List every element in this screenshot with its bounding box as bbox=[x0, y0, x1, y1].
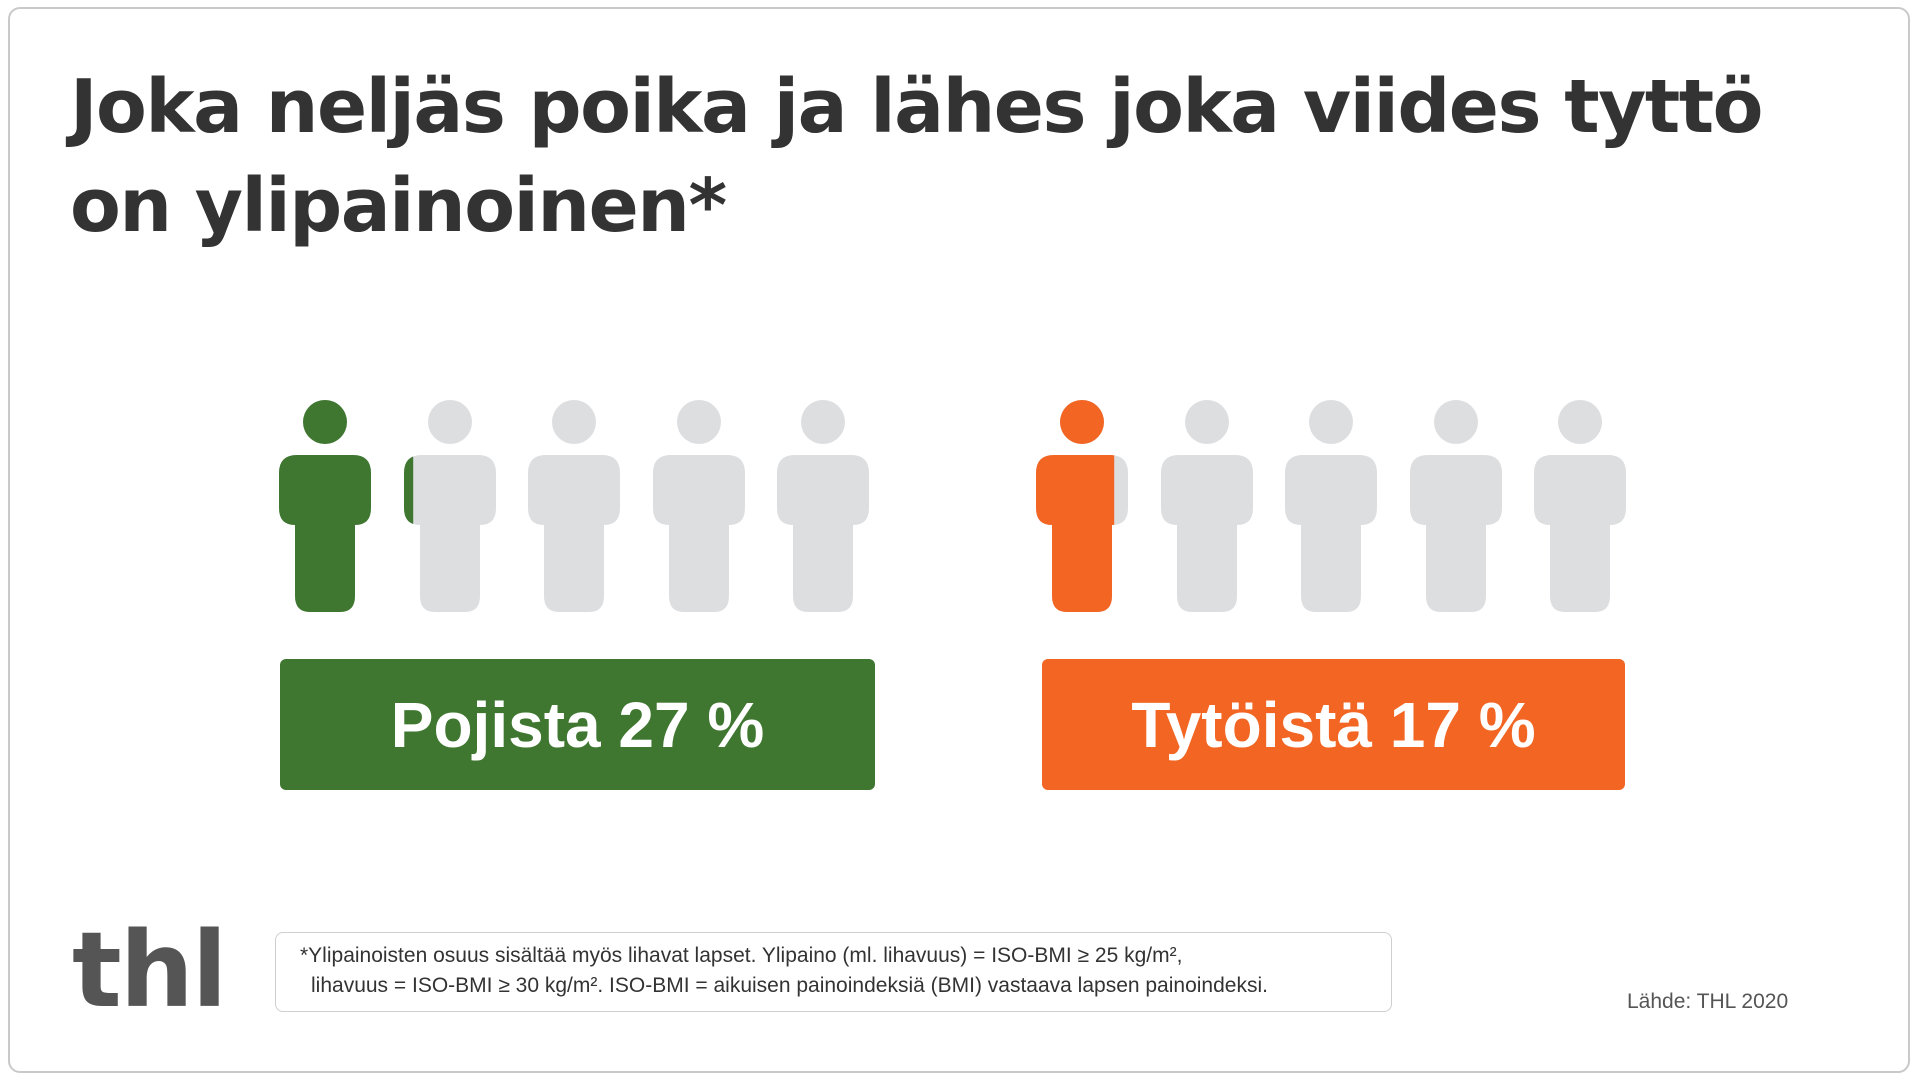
person-icon bbox=[1534, 400, 1626, 612]
person-icon bbox=[279, 400, 371, 612]
boys-percentage-bar: Pojista 27 % bbox=[280, 659, 875, 790]
thl-logo: thl bbox=[72, 909, 227, 1031]
person-icon bbox=[1160, 400, 1253, 612]
page-title: Joka neljäs poika ja lähes joka viides t… bbox=[70, 58, 1830, 256]
girls-percentage-bar: Tytöistä 17 % bbox=[1042, 659, 1625, 790]
title-line-2: on ylipainoinen* bbox=[70, 163, 727, 249]
footnote-box: *Ylipainoisten osuus sisältää myös lihav… bbox=[275, 932, 1392, 1012]
person-icon bbox=[1409, 400, 1502, 612]
footnote-line-1: *Ylipainoisten osuus sisältää myös lihav… bbox=[300, 944, 1183, 967]
girls-icon-group bbox=[1036, 400, 1631, 616]
person-icon bbox=[528, 400, 620, 612]
title-line-1: Joka neljäs poika ja lähes joka viides t… bbox=[70, 64, 1764, 150]
person-icon bbox=[403, 400, 496, 612]
person-icon bbox=[1285, 400, 1377, 612]
footnote-line-2: lihavuus = ISO-BMI ≥ 30 kg/m². ISO-BMI =… bbox=[311, 974, 1268, 997]
boys-icon-group bbox=[279, 400, 874, 616]
person-icon bbox=[652, 400, 745, 612]
person-icon bbox=[1036, 400, 1128, 612]
source-label: Lähde: THL 2020 bbox=[1627, 990, 1789, 1013]
person-icon bbox=[777, 400, 869, 612]
